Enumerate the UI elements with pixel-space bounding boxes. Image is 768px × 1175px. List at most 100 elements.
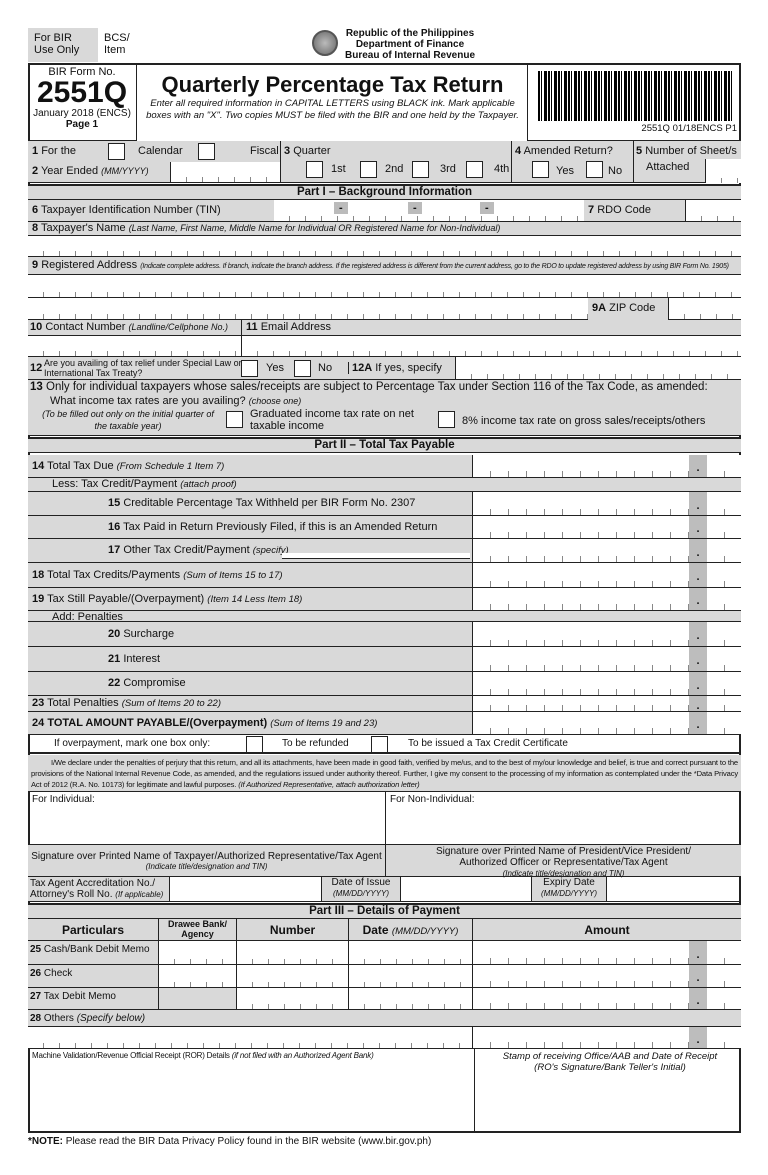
payment-row: . <box>28 1027 741 1049</box>
stamp-label: Stamp of receiving Office/AAB and Date o… <box>502 1051 718 1073</box>
nonindividual-signature-area[interactable]: For Non-Individual: <box>386 792 741 845</box>
bir-use-only: For BIR Use Only <box>28 28 98 62</box>
date-input[interactable] <box>348 988 472 1009</box>
date-input[interactable] <box>348 941 472 964</box>
payment-amount-input[interactable]: . <box>472 1027 741 1048</box>
year-ended-input[interactable] <box>170 162 280 182</box>
other-credit-specify-input[interactable] <box>282 553 470 559</box>
decimal-point: . <box>689 647 707 671</box>
quarter-4th-checkbox[interactable] <box>466 161 483 178</box>
part2-label: Add: Penalties <box>52 611 123 623</box>
relief-specify-input[interactable] <box>455 357 741 379</box>
form-edition: January 2018 (ENCS) <box>33 108 131 119</box>
amount-input-item-17[interactable]: . <box>472 539 741 562</box>
fiscal-checkbox[interactable] <box>198 143 215 160</box>
tin-separator: - <box>408 202 422 214</box>
payment-amount-input[interactable]: . <box>472 965 741 987</box>
part2-row-17: 17 Other Tax Credit/Payment (specify). <box>28 539 741 563</box>
individual-signature-area[interactable]: For Individual: <box>28 792 386 845</box>
calendar-checkbox[interactable] <box>108 143 125 160</box>
amount-input-item-14[interactable]: . <box>472 455 741 477</box>
quarter-1st-label: 1st <box>331 163 346 175</box>
address-input-line1[interactable] <box>28 275 741 298</box>
decimal-point: . <box>689 712 707 734</box>
eight-percent-label: 8% income tax rate on gross sales/receip… <box>462 415 706 427</box>
part2-row-22: 22 Compromise. <box>28 672 741 696</box>
tin-separator: - <box>480 202 494 214</box>
rdo-code-input[interactable] <box>685 200 741 221</box>
form-number: 2551Q <box>36 76 128 109</box>
date-input[interactable] <box>348 965 472 987</box>
eight-percent-checkbox[interactable] <box>438 411 455 428</box>
sig2-label: Signature over Printed Name of President… <box>436 846 691 868</box>
amended-no-label: No <box>608 165 623 177</box>
amount-input-item-21[interactable]: . <box>472 647 741 671</box>
part2-row-16: 16 Tax Paid in Return Previously Filed, … <box>28 516 741 539</box>
agency-header: Republic of the Philippines Department of… <box>340 28 480 61</box>
number-input[interactable] <box>236 988 348 1009</box>
agent-label: Tax Agent Accreditation No./ Attorney's … <box>28 877 170 901</box>
row-label-bg <box>28 588 472 610</box>
amount-input-item-19[interactable]: . <box>472 588 741 610</box>
number-input[interactable] <box>236 965 348 987</box>
quarter-4th-label: 4th <box>494 163 510 175</box>
part2-label: 16 Tax Paid in Return Previously Filed, … <box>108 520 438 533</box>
decimal-point: . <box>689 539 707 562</box>
col-drawee-bank: Drawee Bank/ Agency <box>158 919 236 940</box>
number-input[interactable] <box>236 941 348 964</box>
agent-accreditation-input[interactable] <box>171 877 321 901</box>
amount-input-item-15[interactable]: . <box>472 492 741 515</box>
quarter-3rd-checkbox[interactable] <box>412 161 429 178</box>
contact-number-input[interactable] <box>28 336 241 357</box>
address-input-line2[interactable] <box>28 298 588 320</box>
tin-input[interactable] <box>274 200 584 221</box>
payment-particular-label: 27 Tax Debit Memo <box>28 988 158 1009</box>
amount-input-item-18[interactable]: . <box>472 563 741 587</box>
payment-amount-input[interactable]: . <box>472 988 741 1009</box>
graduated-rate-checkbox[interactable] <box>226 411 243 428</box>
sig2-caption: Signature over Printed Name of President… <box>386 845 741 878</box>
amended-no-checkbox[interactable] <box>586 161 603 178</box>
amount-input-item-20[interactable]: . <box>472 622 741 646</box>
part2-row-heading: Add: Penalties <box>28 611 741 623</box>
tcc-checkbox[interactable] <box>371 736 388 753</box>
part2-row-23: 23 Total Penalties (Sum of Items 20 to 2… <box>28 696 741 712</box>
issue-date-input[interactable] <box>402 877 530 901</box>
expiry-date-input[interactable] <box>608 877 741 901</box>
part2-row-19: 19 Tax Still Payable/(Overpayment) (Item… <box>28 588 741 611</box>
quarter-1st-checkbox[interactable] <box>306 161 323 178</box>
item-5-label: 5 Number of Sheet/s <box>636 145 737 157</box>
zip-code-input[interactable] <box>668 298 741 320</box>
email-input[interactable] <box>242 336 741 357</box>
refund-checkbox[interactable] <box>246 736 263 753</box>
quarter-2nd-label: 2nd <box>385 163 404 175</box>
amount-input-item-22[interactable]: . <box>472 672 741 695</box>
amount-input-item-23[interactable]: . <box>472 696 741 712</box>
decimal-point: . <box>689 988 707 1009</box>
item-13-note: (To be filled out only on the initial qu… <box>42 409 214 431</box>
sheets-attached-input[interactable] <box>705 159 741 183</box>
relief-no-checkbox[interactable] <box>294 360 311 377</box>
agency-bir: Bureau of Internal Revenue <box>344 50 476 61</box>
amount-input-item-24[interactable]: . <box>472 712 741 734</box>
payment-row: 28 Others (Specify below) <box>28 1010 741 1027</box>
row-label-bg <box>28 455 472 477</box>
part2-row-heading: Less: Tax Credit/Payment (attach proof) <box>28 478 741 492</box>
drawee-bank-input[interactable] <box>158 941 236 964</box>
taxpayer-name-input[interactable] <box>28 236 741 257</box>
col-amount: Amount <box>472 919 741 940</box>
drawee-bank-input[interactable] <box>158 965 236 987</box>
payment-amount-input[interactable]: . <box>472 941 741 964</box>
quarter-2nd-checkbox[interactable] <box>360 161 377 178</box>
amended-yes-checkbox[interactable] <box>532 161 549 178</box>
agency-republic: Republic of the Philippines <box>345 28 475 39</box>
barcode-icon <box>538 71 732 121</box>
relief-yes-checkbox[interactable] <box>241 360 258 377</box>
row-label-bg <box>28 492 472 515</box>
declaration-note: (If Authorized Representative, attach au… <box>238 780 420 789</box>
others-specify-input[interactable] <box>28 1027 472 1048</box>
row-label-bg <box>28 696 472 711</box>
tin-row: 6 Taxpayer Identification Number (TIN) -… <box>28 200 741 222</box>
amount-input-item-16[interactable]: . <box>472 516 741 538</box>
decimal-point: . <box>689 492 707 515</box>
